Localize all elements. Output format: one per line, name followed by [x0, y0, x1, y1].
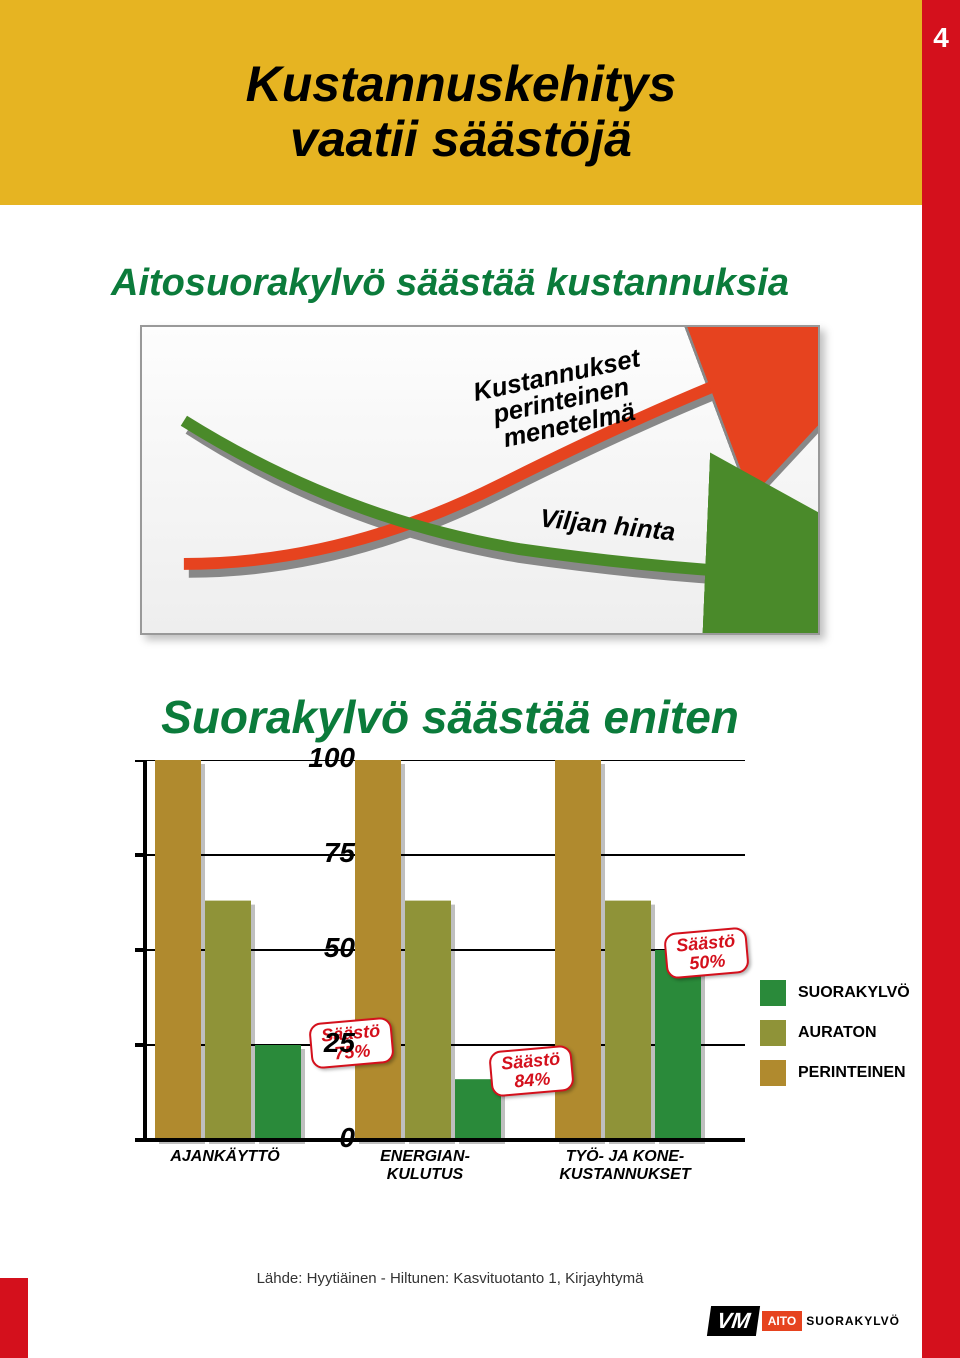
footer-aito: AITO	[762, 1311, 802, 1331]
legend-item: PERINTEINEN	[760, 1060, 910, 1086]
crossing-lines-diagram: Kustannukset perinteinen menetelmä Vilja…	[140, 325, 820, 635]
y-tick-label: 75	[295, 837, 355, 869]
legend-swatch	[760, 1020, 786, 1046]
footer-vm: VM	[707, 1306, 760, 1336]
legend-swatch	[760, 980, 786, 1006]
saving-label: Säästö84%	[488, 1044, 575, 1097]
footer-sk: SUORAKYLVÖ	[802, 1314, 900, 1328]
page-number: 4	[922, 18, 960, 68]
saving-label: Säästö50%	[663, 926, 750, 979]
diagram-label-down: Viljan hinta	[539, 505, 677, 547]
legend-label: SUORAKYLVÖ	[798, 984, 910, 1002]
legend-label: PERINTEINEN	[798, 1064, 906, 1082]
y-tick-label: 100	[295, 742, 355, 774]
legend: SUORAKYLVÖ AURATON PERINTEINEN	[760, 980, 910, 1100]
bar	[405, 901, 451, 1140]
bar	[655, 950, 701, 1140]
y-tick-label: 50	[295, 932, 355, 964]
bar-chart: Säästö75%Säästö84%Säästö50% AJANKÄYTTÖEN…	[110, 760, 750, 1180]
header-band: Kustannuskehitys vaatii säästöjä	[0, 0, 922, 205]
bottom-left-red-strip	[0, 1278, 28, 1358]
bar	[605, 901, 651, 1140]
bar	[205, 901, 251, 1140]
crossing-lines-svg: Kustannukset perinteinen menetelmä Vilja…	[142, 327, 818, 633]
y-tick-label: 0	[295, 1122, 355, 1154]
side-red-strip: Säästöt	[922, 0, 960, 1358]
header-title-line2: vaatii säästöjä	[290, 111, 632, 167]
bar	[355, 760, 401, 1140]
source-line: Lähde: Hyytiäinen - Hiltunen: Kasvituota…	[0, 1270, 900, 1287]
y-tick-label: 25	[295, 1027, 355, 1059]
category-label: TYÖ- JA KONE-KUSTANNUKSET	[530, 1148, 720, 1184]
bar	[155, 760, 201, 1140]
header-title: Kustannuskehitys vaatii säästöjä	[246, 57, 677, 167]
footer-logo: VM AITOSUORAKYLVÖ	[709, 1306, 900, 1336]
subtitle-2: Suorakylvö säästää eniten	[0, 690, 900, 744]
header-title-line1: Kustannuskehitys	[246, 56, 677, 112]
legend-item: SUORAKYLVÖ	[760, 980, 910, 1006]
legend-item: AURATON	[760, 1020, 910, 1046]
side-label: Säästöt	[864, 582, 922, 777]
bar-chart-svg	[110, 760, 750, 1180]
category-label: ENERGIAN-KULUTUS	[330, 1148, 520, 1184]
category-label: AJANKÄYTTÖ	[130, 1148, 320, 1166]
subtitle-1: Aitosuorakylvö säästää kustannuksia	[0, 262, 900, 305]
svg-text:Kustannukset perinteinen: Kustannukset perinteinen menetelmä	[471, 343, 660, 457]
legend-label: AURATON	[798, 1024, 877, 1042]
legend-swatch	[760, 1060, 786, 1086]
